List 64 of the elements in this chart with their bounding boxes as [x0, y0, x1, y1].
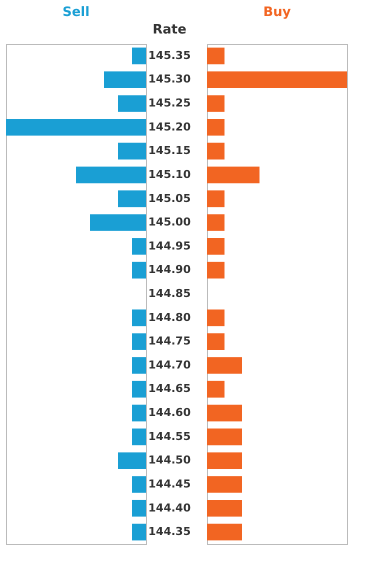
y-tick-label: 145.05 — [148, 192, 191, 205]
bar — [118, 142, 146, 160]
bar — [132, 500, 146, 517]
bar — [207, 357, 242, 374]
bar — [132, 404, 146, 422]
y-tick-label: 145.10 — [148, 168, 192, 181]
bar — [207, 48, 224, 64]
bar — [118, 452, 146, 469]
y-tick-label: 145.25 — [148, 96, 191, 110]
bar — [207, 95, 224, 112]
bar — [132, 309, 146, 326]
y-tick-label: 144.90 — [148, 263, 192, 276]
bar — [207, 333, 224, 350]
y-tick-label: 144.35 — [148, 525, 191, 538]
bar — [104, 71, 146, 88]
bar — [207, 262, 224, 279]
y-tick-label: 145.30 — [148, 72, 192, 86]
bar — [207, 524, 242, 540]
bar — [132, 357, 146, 374]
y-tick-label: 144.70 — [148, 358, 192, 372]
y-tick-label: 144.50 — [148, 454, 192, 467]
bar — [132, 262, 146, 279]
bar — [207, 119, 224, 136]
bar — [132, 380, 146, 398]
bar — [207, 214, 224, 231]
bar — [207, 452, 242, 469]
bar — [132, 333, 146, 350]
bar — [76, 166, 146, 184]
y-tick-label: 144.45 — [148, 477, 191, 490]
y-tick-label: 144.85 — [148, 287, 191, 300]
bar — [207, 380, 224, 398]
bar — [207, 142, 224, 160]
chart-title: Sell — [62, 5, 90, 20]
bar — [207, 238, 224, 255]
y-tick-label: 144.95 — [148, 239, 191, 252]
y-tick-label: 144.40 — [148, 501, 192, 514]
bar — [132, 238, 146, 255]
y-tick-label: 144.75 — [148, 334, 191, 348]
bar — [207, 309, 224, 326]
bar — [207, 404, 242, 422]
bar — [132, 48, 146, 64]
y-tick-label: 144.80 — [148, 310, 192, 324]
y-tick-label: 145.35 — [148, 48, 191, 62]
bar — [132, 476, 146, 493]
bar — [207, 166, 260, 184]
chart-title: Buy — [263, 5, 292, 20]
y-tick-label: 145.00 — [148, 216, 192, 229]
bar — [207, 190, 224, 208]
bar — [207, 500, 242, 517]
y-tick-label: 145.20 — [148, 120, 192, 134]
bar — [132, 428, 146, 446]
bar — [118, 95, 146, 112]
y-tick-label: 144.65 — [148, 382, 191, 396]
y-axis-title: Rate — [152, 22, 187, 38]
bar — [207, 428, 242, 446]
bar — [90, 214, 146, 231]
bar — [118, 190, 146, 208]
y-tick-label: 144.60 — [148, 406, 192, 420]
bar — [132, 524, 146, 540]
bar — [6, 119, 146, 136]
bar — [207, 71, 347, 88]
y-tick-label: 144.55 — [148, 430, 191, 443]
bar — [207, 476, 242, 493]
y-tick-label: 145.15 — [148, 144, 191, 158]
